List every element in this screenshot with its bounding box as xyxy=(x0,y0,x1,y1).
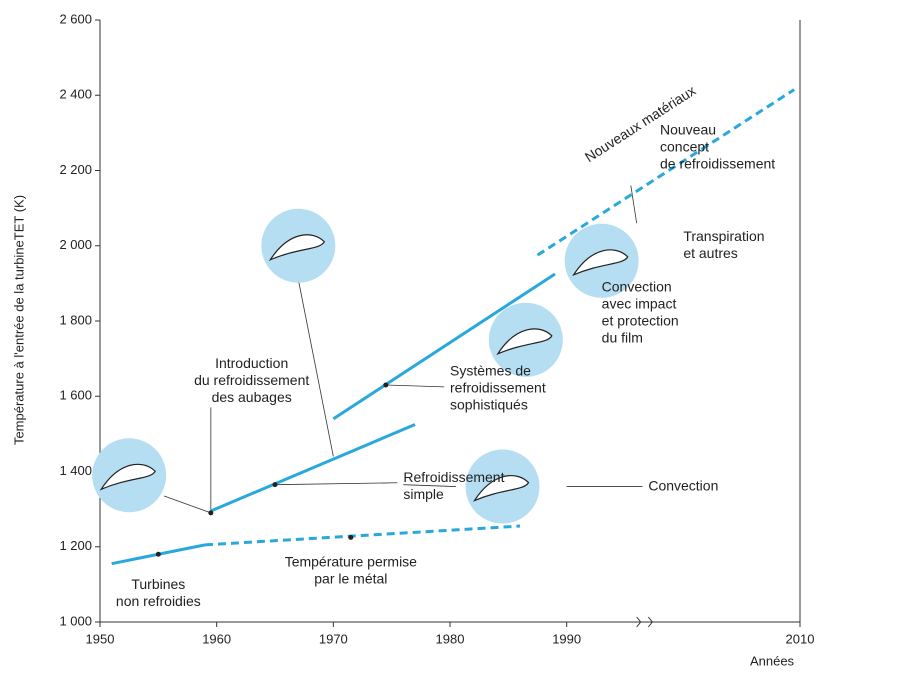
y-tick-label: 1 000 xyxy=(59,613,92,628)
x-axis-label: Années xyxy=(750,653,795,668)
blade-shape xyxy=(496,328,553,356)
series-line xyxy=(204,524,521,547)
y-tick-label: 2 600 xyxy=(59,11,92,26)
annotation: Introduction xyxy=(215,355,288,371)
y-axis-label: Température à l'entrée de la turbineTET … xyxy=(11,195,26,445)
annotation: des aubages xyxy=(212,389,292,405)
annotation: Convection xyxy=(648,477,718,493)
point-marker xyxy=(272,482,278,488)
y-tick-label: 2 200 xyxy=(59,162,92,177)
y-tick-label: 2 000 xyxy=(59,237,92,252)
x-tick-label: 1970 xyxy=(319,631,348,646)
annotation: Nouveau xyxy=(660,122,716,138)
blade-shape xyxy=(268,234,326,262)
annotation: refroidissement xyxy=(450,379,546,395)
leader-line xyxy=(385,384,445,388)
annotation: Transpiration xyxy=(683,228,764,244)
annotation: sophistiqués xyxy=(450,396,528,412)
annotation: Refroidissement xyxy=(403,469,504,485)
point-marker xyxy=(155,551,161,557)
leader-line xyxy=(164,495,211,514)
x-tick-label: 1960 xyxy=(202,631,231,646)
annotation: du film xyxy=(602,330,643,346)
annotation: avec impact xyxy=(602,296,677,312)
x-tick-label: 1950 xyxy=(86,631,115,646)
annotation: et protection xyxy=(602,313,679,329)
x-tick-label: 2010 xyxy=(786,631,815,646)
leader-line xyxy=(297,279,334,457)
series-line xyxy=(210,423,416,513)
leader-line xyxy=(630,185,638,224)
blade-shape xyxy=(472,475,530,502)
blade-shape xyxy=(572,249,629,277)
plot-frame xyxy=(99,20,801,623)
series-line xyxy=(536,88,795,257)
point-marker xyxy=(208,510,214,516)
y-tick-label: 1 800 xyxy=(59,312,92,327)
annotation: concept xyxy=(660,139,709,155)
y-tick-label: 1 600 xyxy=(59,388,92,403)
x-tick-label: 1990 xyxy=(552,631,581,646)
y-tick-label: 1 200 xyxy=(59,538,92,553)
annotation: par le métal xyxy=(314,570,387,586)
x-tick-label: 1980 xyxy=(436,631,465,646)
series-line xyxy=(332,272,556,421)
point-marker xyxy=(383,382,389,388)
annotation: et autres xyxy=(683,245,737,261)
annotation: simple xyxy=(403,486,444,502)
blade-shape xyxy=(99,463,156,491)
y-tick-label: 1 400 xyxy=(59,463,92,478)
point-marker xyxy=(348,534,354,540)
annotation: de refroidissement xyxy=(660,156,775,172)
annotation: Systèmes de xyxy=(450,362,531,378)
leader-line xyxy=(403,484,456,487)
annotation: Turbines xyxy=(131,576,185,592)
leader-line xyxy=(274,482,398,486)
annotation: Température permise xyxy=(285,553,417,569)
annotation: du refroidissement xyxy=(194,372,309,388)
annotation: non refroidies xyxy=(116,593,201,609)
annotation: Convection xyxy=(602,279,672,295)
y-tick-label: 2 400 xyxy=(59,87,92,102)
axis-break xyxy=(636,616,653,628)
